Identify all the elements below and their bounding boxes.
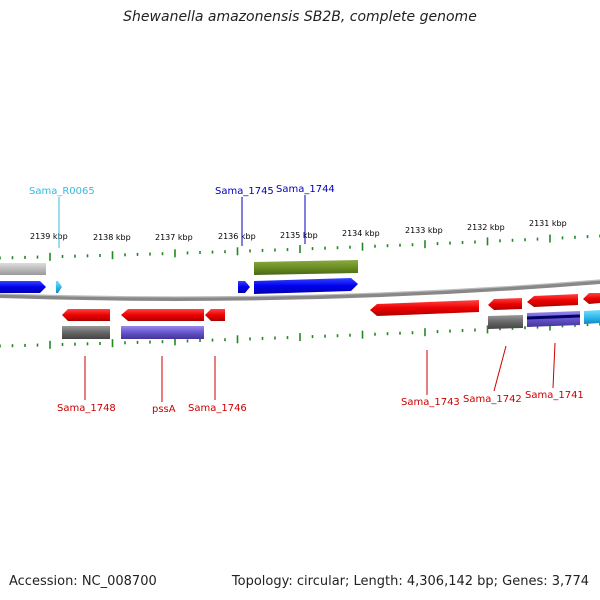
cog-track-reverse bbox=[62, 310, 600, 339]
gene-arrow-reverse[interactable] bbox=[370, 300, 479, 316]
genome-backbone bbox=[0, 280, 600, 301]
cog-block bbox=[121, 326, 204, 339]
bottom-leader-lines bbox=[84, 342, 556, 402]
map-title: Shewanella amazonensis SB2B, complete ge… bbox=[123, 9, 477, 25]
reverse-gene-track bbox=[62, 293, 600, 321]
top-gene-labels: Sama_R0065 Sama_1745 Sama_1744 bbox=[29, 184, 335, 197]
accession-text: Accession: NC_008700 bbox=[9, 574, 157, 589]
bottom-gene-labels: Sama_1748 pssA Sama_1746 Sama_1743 Sama_… bbox=[57, 390, 584, 415]
tick-label: 2139 kbp bbox=[30, 232, 68, 241]
tick-label: 2133 kbp bbox=[405, 226, 443, 235]
gene-arrow-reverse[interactable] bbox=[62, 309, 110, 321]
cog-block bbox=[584, 310, 600, 324]
tick-label: 2132 kbp bbox=[467, 223, 505, 232]
cog-block bbox=[0, 263, 46, 275]
upper-tick-row bbox=[0, 234, 600, 261]
tick-label: 2135 kbp bbox=[280, 231, 318, 240]
gene-label[interactable]: Sama_R0065 bbox=[29, 186, 95, 197]
gene-arrow-reverse[interactable] bbox=[527, 294, 578, 307]
tick-label: 2134 kbp bbox=[342, 229, 380, 238]
gene-label[interactable]: Sama_1746 bbox=[188, 403, 247, 414]
gene-arrow-reverse[interactable] bbox=[121, 309, 204, 321]
gene-label[interactable]: Sama_1745 bbox=[215, 186, 274, 197]
cog-track-forward bbox=[0, 260, 358, 275]
cog-block bbox=[254, 260, 358, 275]
cog-block bbox=[488, 315, 523, 329]
cog-block bbox=[62, 326, 110, 339]
gene-label[interactable]: Sama_1748 bbox=[57, 403, 116, 414]
tick-label: 2138 kbp bbox=[93, 233, 131, 242]
tick-label: 2131 kbp bbox=[529, 219, 567, 228]
gene-arrow-forward[interactable] bbox=[254, 278, 358, 294]
tick-labels: 2139 kbp 2138 kbp 2137 kbp 2136 kbp 2135… bbox=[30, 219, 567, 242]
gene-label[interactable]: Sama_1742 bbox=[463, 394, 522, 405]
gene-label[interactable]: Sama_1743 bbox=[401, 397, 460, 408]
gene-arrow-reverse[interactable] bbox=[205, 309, 225, 321]
tick-label: 2136 kbp bbox=[218, 232, 256, 241]
tick-label: 2137 kbp bbox=[155, 233, 193, 242]
gene-arrow-forward[interactable] bbox=[238, 281, 250, 293]
gene-arrow-reverse[interactable] bbox=[583, 293, 600, 304]
gene-arrow-reverse[interactable] bbox=[488, 298, 522, 310]
gene-label[interactable]: pssA bbox=[152, 404, 176, 415]
forward-gene-track bbox=[0, 278, 358, 294]
top-leader-lines bbox=[58, 195, 306, 248]
gene-arrow-forward[interactable] bbox=[0, 281, 46, 293]
rna-arrow-forward[interactable] bbox=[56, 281, 62, 293]
genome-summary-text: Topology: circular; Length: 4,306,142 bp… bbox=[231, 574, 589, 589]
gene-label[interactable]: Sama_1741 bbox=[525, 390, 584, 401]
gene-label[interactable]: Sama_1744 bbox=[276, 184, 335, 195]
